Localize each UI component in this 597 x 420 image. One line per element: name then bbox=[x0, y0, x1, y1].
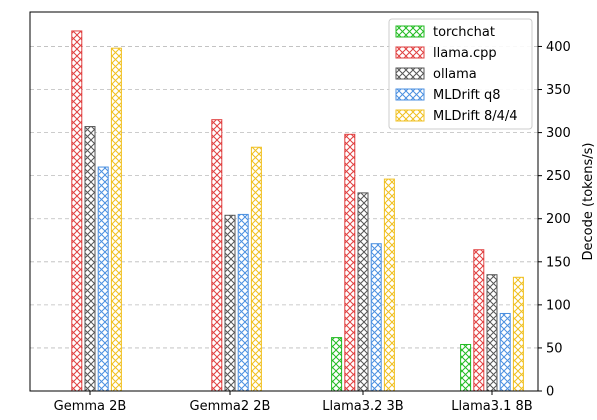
bar-mldrift-q8-gemma2-2b bbox=[237, 213, 249, 392]
legend-swatch-ollama bbox=[395, 67, 425, 80]
bar-mldrift-8-4-4-gemma2-2b bbox=[250, 146, 262, 392]
y-tick-label: 300 bbox=[546, 126, 571, 141]
legend-label-ollama: ollama bbox=[433, 67, 477, 82]
bar-mldrift-8-4-4-gemma-2b bbox=[110, 47, 122, 392]
bar-ollama-gemma2-2b bbox=[224, 214, 236, 392]
bar-torchchat-llama3-1-8b bbox=[460, 343, 472, 392]
legend-label-torchchat: torchchat bbox=[433, 25, 495, 40]
y-tick-label: 0 bbox=[546, 385, 554, 400]
legend-swatch-llama-cpp bbox=[395, 46, 425, 59]
bar-ollama-llama3-2-3b bbox=[357, 192, 369, 392]
bar-mldrift-q8-gemma-2b bbox=[97, 166, 109, 392]
bar-ollama-llama3-1-8b bbox=[486, 274, 498, 392]
legend-swatch-mldrift-q8 bbox=[395, 88, 425, 101]
legend-swatch-mldrift-8-4-4 bbox=[395, 109, 425, 122]
bar-mldrift-8-4-4-llama3-1-8b bbox=[512, 276, 524, 392]
bar-ollama-gemma-2b bbox=[84, 126, 96, 392]
legend-box bbox=[388, 18, 533, 130]
x-tick-label-llama3-2-3b: Llama3.2 3B bbox=[322, 399, 403, 414]
y-tick-label: 50 bbox=[546, 341, 563, 356]
y-axis-label: Decode (tokens/s) bbox=[581, 143, 596, 261]
bar-llama-cpp-gemma-2b bbox=[71, 30, 83, 392]
bar-llama-cpp-gemma2-2b bbox=[211, 119, 223, 392]
bar-mldrift-q8-llama3-1-8b bbox=[499, 312, 511, 392]
y-tick-label: 400 bbox=[546, 40, 571, 55]
x-tick-label-gemma-2b: Gemma 2B bbox=[54, 399, 127, 414]
x-tick-label-gemma2-2b: Gemma2 2B bbox=[190, 399, 271, 414]
legend: torchchat llama.cpp ollama MLDrift q8 MLDrif… bbox=[388, 18, 533, 130]
x-axis: Gemma 2B Gemma2 2B Llama3.2 3B Llama3.1 8B bbox=[54, 391, 533, 414]
y-tick-label: 150 bbox=[546, 255, 571, 270]
legend-label-mldrift-8-4-4: MLDrift 8/4/4 bbox=[433, 109, 518, 124]
y-tick-label: 100 bbox=[546, 298, 571, 313]
bar-mldrift-q8-llama3-2-3b bbox=[370, 243, 382, 392]
bar-torchchat-llama3-2-3b bbox=[331, 337, 343, 392]
legend-swatch-torchchat bbox=[395, 25, 425, 38]
x-tick-label-llama3-1-8b: Llama3.1 8B bbox=[451, 399, 532, 414]
legend-label-llama-cpp: llama.cpp bbox=[433, 46, 497, 61]
y-axis: 0 50 100 150 200 250 300 350 400 bbox=[538, 40, 571, 400]
y-tick-label: 350 bbox=[546, 83, 571, 98]
legend-label-mldrift-q8: MLDrift q8 bbox=[433, 88, 501, 103]
bar-llama-cpp-llama3-2-3b bbox=[344, 133, 356, 392]
y-tick-label: 200 bbox=[546, 212, 571, 227]
bar-mldrift-8-4-4-llama3-2-3b bbox=[383, 178, 395, 392]
y-tick-label: 250 bbox=[546, 169, 571, 184]
bar-llama-cpp-llama3-1-8b bbox=[473, 249, 485, 392]
plot-frame bbox=[29, 11, 539, 392]
